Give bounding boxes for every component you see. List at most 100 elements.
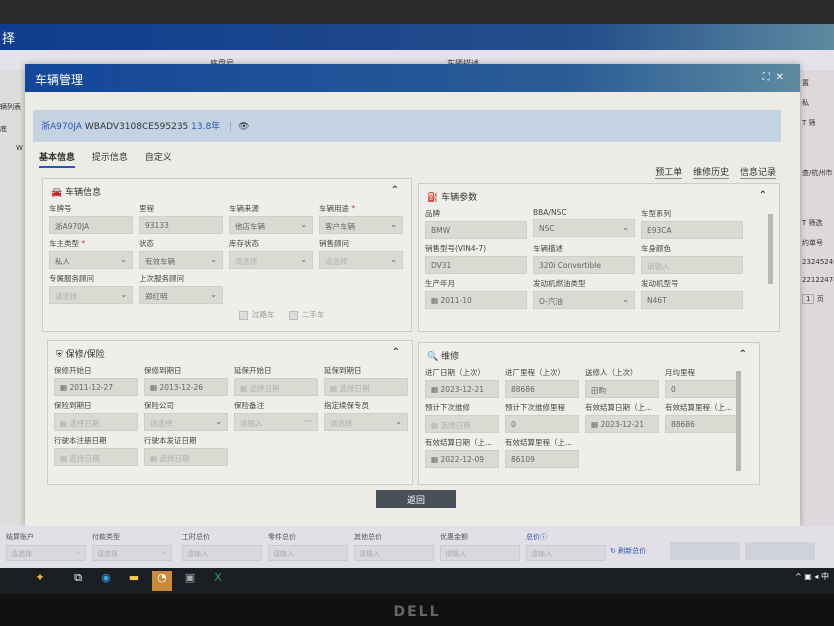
input-field[interactable]: 0: [665, 380, 739, 398]
action-button[interactable]: [670, 542, 740, 560]
field-value: 请选择: [325, 257, 348, 266]
pre-work-order-link[interactable]: 预工单: [655, 168, 683, 179]
select-field[interactable]: 客户车辆 ⌄: [319, 216, 403, 234]
action-button[interactable]: [745, 542, 815, 560]
input-field[interactable]: N46T: [641, 291, 743, 309]
task-view-icon[interactable]: ⧉: [74, 571, 82, 584]
field-value: 选择日期: [69, 419, 100, 428]
scrollbar[interactable]: [768, 214, 773, 284]
date-field[interactable]: ▦ 2023-12-21: [585, 415, 659, 433]
bottom-field: 工时总价 请输入: [182, 532, 262, 561]
collapse-icon[interactable]: ⌃: [391, 347, 400, 358]
chevron-down-icon: ⌄: [75, 548, 81, 556]
date-field[interactable]: ▦ 选择日期: [144, 448, 228, 466]
collapse-icon[interactable]: ⌃: [738, 349, 747, 360]
tab-custom[interactable]: 自定义: [144, 153, 172, 163]
photos-icon[interactable]: ▣: [184, 571, 196, 584]
date-field[interactable]: ▦ 2013-12-26: [144, 378, 228, 396]
close-icon[interactable]: ✕: [775, 72, 790, 83]
input-field[interactable]: 请输入: [268, 545, 348, 561]
page-label: 页: [816, 295, 824, 303]
select-field[interactable]: 请选择 ⌄: [49, 286, 133, 304]
edge-icon[interactable]: ◉: [101, 571, 111, 584]
scrollbar[interactable]: [736, 371, 741, 471]
date-field[interactable]: ▦ 2011-12-27: [54, 378, 138, 396]
calendar-icon: ▦: [330, 384, 340, 393]
input-field[interactable]: DV31: [425, 256, 527, 274]
dell-logo-text: DELL: [393, 604, 441, 620]
input-field[interactable]: 请输入 ···: [234, 413, 318, 431]
file-explorer-icon[interactable]: ▬: [128, 571, 140, 584]
select-field[interactable]: 请选择 ⌄: [324, 413, 408, 431]
input-field[interactable]: 86109: [505, 450, 579, 468]
bg-label[interactable]: T 筛选: [802, 219, 823, 227]
collapse-icon[interactable]: ⌃: [390, 185, 399, 196]
select-field[interactable]: 请选择 ⌄: [319, 251, 403, 269]
maximize-icon[interactable]: ⛶: [762, 72, 776, 83]
select-field[interactable]: 请选择 ⌄: [92, 545, 172, 561]
input-field[interactable]: 请输入: [526, 545, 606, 561]
copilot-icon[interactable]: ✦: [35, 571, 45, 584]
collapse-icon[interactable]: ⌃: [758, 190, 767, 201]
form-field: 保险公司 请选择 ⌄: [144, 400, 228, 431]
select-field[interactable]: 私人 ⌄: [49, 251, 133, 269]
select-field[interactable]: 郑红明 ⌄: [139, 286, 223, 304]
field-label-text: 进厂日期（上次）: [425, 368, 485, 377]
date-field[interactable]: ▦ 选择日期: [54, 448, 138, 466]
field-label: 发动机型号: [641, 278, 743, 289]
calendar-icon: ▦: [431, 455, 441, 464]
bg-label[interactable]: T 筛: [802, 119, 816, 127]
input-field[interactable]: BMW: [425, 221, 527, 239]
input-field[interactable]: E93CA: [641, 221, 743, 239]
input-field[interactable]: 浙A970JA: [49, 216, 133, 234]
input-field[interactable]: 88686: [665, 415, 739, 433]
vehicle-info-panel: 🚘 车辆信息 ⌃ 车牌号 浙A970JA 里程 93133 车辆来源 他店车辆 ⌄ 车辆用途 …: [42, 178, 412, 332]
refresh-total-button[interactable]: ↻ 刷新总价: [610, 546, 646, 556]
select-field[interactable]: O-汽油 ⌄: [533, 291, 635, 309]
field-label-text: 延保到期日: [324, 366, 362, 375]
eye-icon[interactable]: 👁: [238, 122, 250, 132]
excel-icon[interactable]: X: [214, 571, 222, 584]
checkbox-passing-car[interactable]: [239, 310, 248, 320]
checkbox-used-car[interactable]: [288, 310, 298, 320]
input-field[interactable]: 请输入: [641, 256, 743, 274]
input-field[interactable]: 田畇: [585, 380, 659, 398]
input-field[interactable]: 93133: [139, 216, 223, 234]
field-label: 工时总价: [182, 533, 210, 541]
date-field[interactable]: ▦ 选择日期: [54, 413, 138, 431]
input-field[interactable]: 0: [505, 415, 579, 433]
field-label: 预计下次维修里程: [505, 402, 579, 413]
date-field[interactable]: ▦ 选择日期: [324, 378, 408, 396]
input-field[interactable]: 请输入: [354, 545, 434, 561]
form-field: 销售型号(VIN4-7) DV31: [425, 243, 527, 274]
field-value: 2011-10: [440, 296, 472, 305]
select-field[interactable]: 请选择 ⌄: [144, 413, 228, 431]
date-field[interactable]: ▦ 选择日期: [425, 415, 499, 433]
input-field[interactable]: 请输入: [440, 545, 520, 561]
tab-basic-info[interactable]: 基本信息: [39, 153, 76, 168]
date-field[interactable]: ▦ 2011-10: [425, 291, 527, 309]
select-field[interactable]: 有效车辆 ⌄: [139, 251, 223, 269]
input-field[interactable]: 320i Convertible: [533, 256, 635, 274]
page-input[interactable]: 1: [802, 294, 815, 304]
repair-history-link[interactable]: 维修历史: [693, 168, 730, 179]
info-records-link[interactable]: 信息记录: [739, 168, 776, 179]
app-icon[interactable]: ◔: [152, 571, 172, 591]
bg-label: 私: [802, 99, 809, 107]
system-tray[interactable]: ^ ▣ ◂ 中: [795, 572, 829, 581]
select-field[interactable]: 请选择 ⌄: [229, 251, 313, 269]
select-field[interactable]: 请选择 ⌄: [6, 545, 86, 561]
tab-tips[interactable]: 提示信息: [91, 153, 128, 163]
select-field[interactable]: NSC ⌄: [533, 219, 635, 237]
date-field[interactable]: ▦ 2022-12-09: [425, 450, 499, 468]
input-field[interactable]: 88686: [505, 380, 579, 398]
more-icon[interactable]: ···: [304, 417, 312, 426]
date-field[interactable]: ▦ 2023-12-21: [425, 380, 499, 398]
date-field[interactable]: ▦ 选择日期: [234, 378, 318, 396]
form-field: 保修到期日 ▦ 2013-12-26: [144, 365, 228, 396]
select-field[interactable]: 他店车辆 ⌄: [229, 216, 313, 234]
input-field[interactable]: 请输入: [182, 545, 262, 561]
field-label: 有效结算里程（上...: [505, 437, 579, 448]
form-field: 有效结算里程（上... 88686: [665, 402, 739, 433]
return-button[interactable]: 返回: [376, 490, 456, 508]
